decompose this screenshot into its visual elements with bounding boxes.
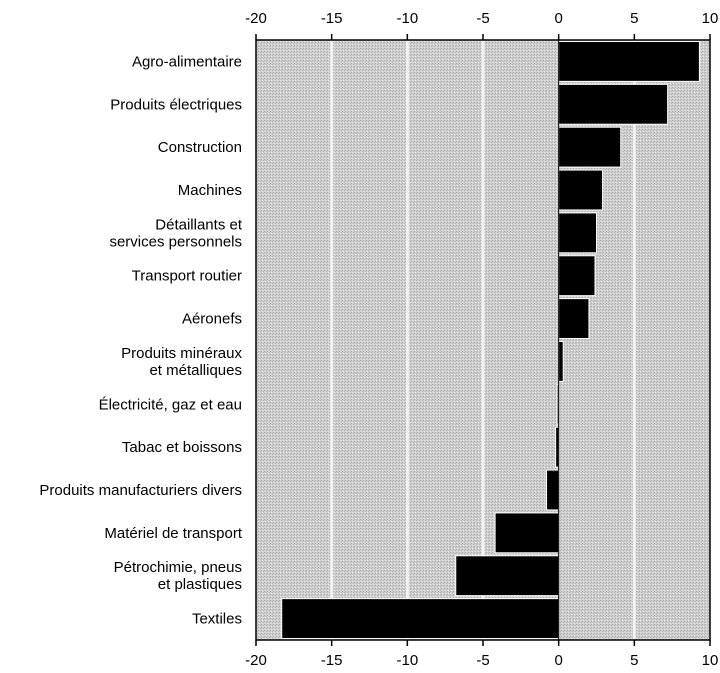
category-label-line: Textiles	[192, 611, 242, 628]
grid-lines	[330, 40, 636, 640]
category-label: Aéronefs	[182, 311, 242, 328]
category-label-line: Tabac et boissons	[122, 439, 242, 456]
category-label-line: services personnels	[109, 233, 242, 250]
x-tick-label-top: -15	[321, 10, 343, 27]
category-label-line: et plastiques	[158, 576, 242, 593]
category-label-line: Transport routier	[132, 268, 242, 285]
bar	[558, 41, 700, 82]
category-label: Produits manufacturiers divers	[39, 482, 242, 499]
category-label: Textiles	[192, 611, 242, 628]
x-tick-label-bottom: -10	[396, 652, 418, 669]
category-label: Agro-alimentaire	[132, 53, 242, 70]
category-label: Électricité, gaz et eau	[99, 396, 242, 413]
bottom-axis: -20 -15 -10 -5 0 5 10	[245, 640, 718, 669]
bar	[455, 555, 560, 597]
category-label: Machines	[178, 182, 242, 199]
x-tick-label-top: 5	[630, 10, 638, 27]
bar	[558, 169, 604, 211]
bar	[281, 598, 560, 640]
x-tick-label-bottom: 5	[630, 652, 638, 669]
category-label-line: Électricité, gaz et eau	[99, 396, 242, 413]
x-tick-label-bottom: -5	[476, 652, 489, 669]
category-label-line: Pétrochimie, pneus	[114, 559, 242, 576]
x-tick-label-top: 0	[554, 10, 562, 27]
x-tick-label-top: -5	[476, 10, 489, 27]
x-tick-label-top: 10	[702, 10, 719, 27]
bar	[558, 126, 622, 168]
bar	[558, 83, 669, 125]
category-label: Produits électriques	[110, 96, 242, 113]
category-label-line: et métalliques	[149, 362, 242, 379]
x-tick-label-top: -10	[396, 10, 418, 27]
category-label-line: Aéronefs	[182, 311, 242, 328]
bar	[546, 469, 560, 511]
category-label-line: Matériel de transport	[104, 525, 242, 542]
category-label-line: Produits électriques	[110, 96, 242, 113]
x-tick-label-bottom: 0	[554, 652, 562, 669]
category-label: Produits minéraux et métalliques	[121, 345, 242, 379]
category-label: Matériel de transport	[104, 525, 242, 542]
top-axis: -20 -15 -10 -5 0 5 10	[245, 10, 718, 40]
x-tick-label-bottom: 10	[702, 652, 719, 669]
category-labels: Agro-alimentaire Produits électriques Cons…	[39, 53, 242, 627]
category-label-line: Machines	[178, 182, 242, 199]
bar	[558, 255, 596, 297]
category-label-line: Produits manufacturiers divers	[39, 482, 242, 499]
category-label: Transport routier	[132, 268, 242, 285]
category-label: Pétrochimie, pneus et plastiques	[114, 559, 242, 593]
category-label: Construction	[158, 139, 242, 156]
category-label-line: Agro-alimentaire	[132, 53, 242, 70]
bar	[558, 341, 564, 382]
category-label-line: Construction	[158, 139, 242, 156]
x-tick-label-top: -20	[245, 10, 267, 27]
category-label-line: Détaillants et	[155, 216, 243, 233]
bar	[558, 298, 590, 339]
category-label: Tabac et boissons	[122, 439, 242, 456]
bar	[494, 512, 560, 554]
category-label: Détaillants et services personnels	[109, 216, 242, 250]
category-label-line: Produits minéraux	[121, 345, 242, 362]
x-tick-label-bottom: -20	[245, 652, 267, 669]
bar	[558, 212, 598, 254]
bars	[281, 41, 700, 640]
x-tick-label-bottom: -15	[321, 652, 343, 669]
